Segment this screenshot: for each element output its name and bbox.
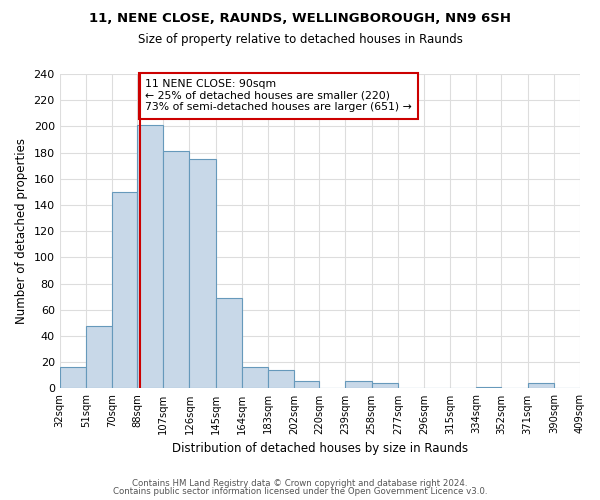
Bar [59,368,86,388]
Bar [112,192,137,388]
Bar [268,370,294,388]
Text: 11 NENE CLOSE: 90sqm
← 25% of detached houses are smaller (220)
73% of semi-deta: 11 NENE CLOSE: 90sqm ← 25% of detached h… [145,79,412,112]
Bar [190,159,215,388]
Text: Contains HM Land Registry data © Crown copyright and database right 2024.: Contains HM Land Registry data © Crown c… [132,478,468,488]
Bar [242,368,268,388]
Bar [371,383,398,388]
Text: 11, NENE CLOSE, RAUNDS, WELLINGBOROUGH, NN9 6SH: 11, NENE CLOSE, RAUNDS, WELLINGBOROUGH, … [89,12,511,26]
Bar [476,387,502,388]
Y-axis label: Number of detached properties: Number of detached properties [15,138,28,324]
Text: Contains public sector information licensed under the Open Government Licence v3: Contains public sector information licen… [113,487,487,496]
Text: Size of property relative to detached houses in Raunds: Size of property relative to detached ho… [137,32,463,46]
Bar [86,326,112,388]
Bar [346,380,371,388]
Bar [294,380,319,388]
Bar [163,152,190,388]
Bar [137,125,163,388]
X-axis label: Distribution of detached houses by size in Raunds: Distribution of detached houses by size … [172,442,468,455]
Bar [527,383,554,388]
Bar [215,298,242,388]
